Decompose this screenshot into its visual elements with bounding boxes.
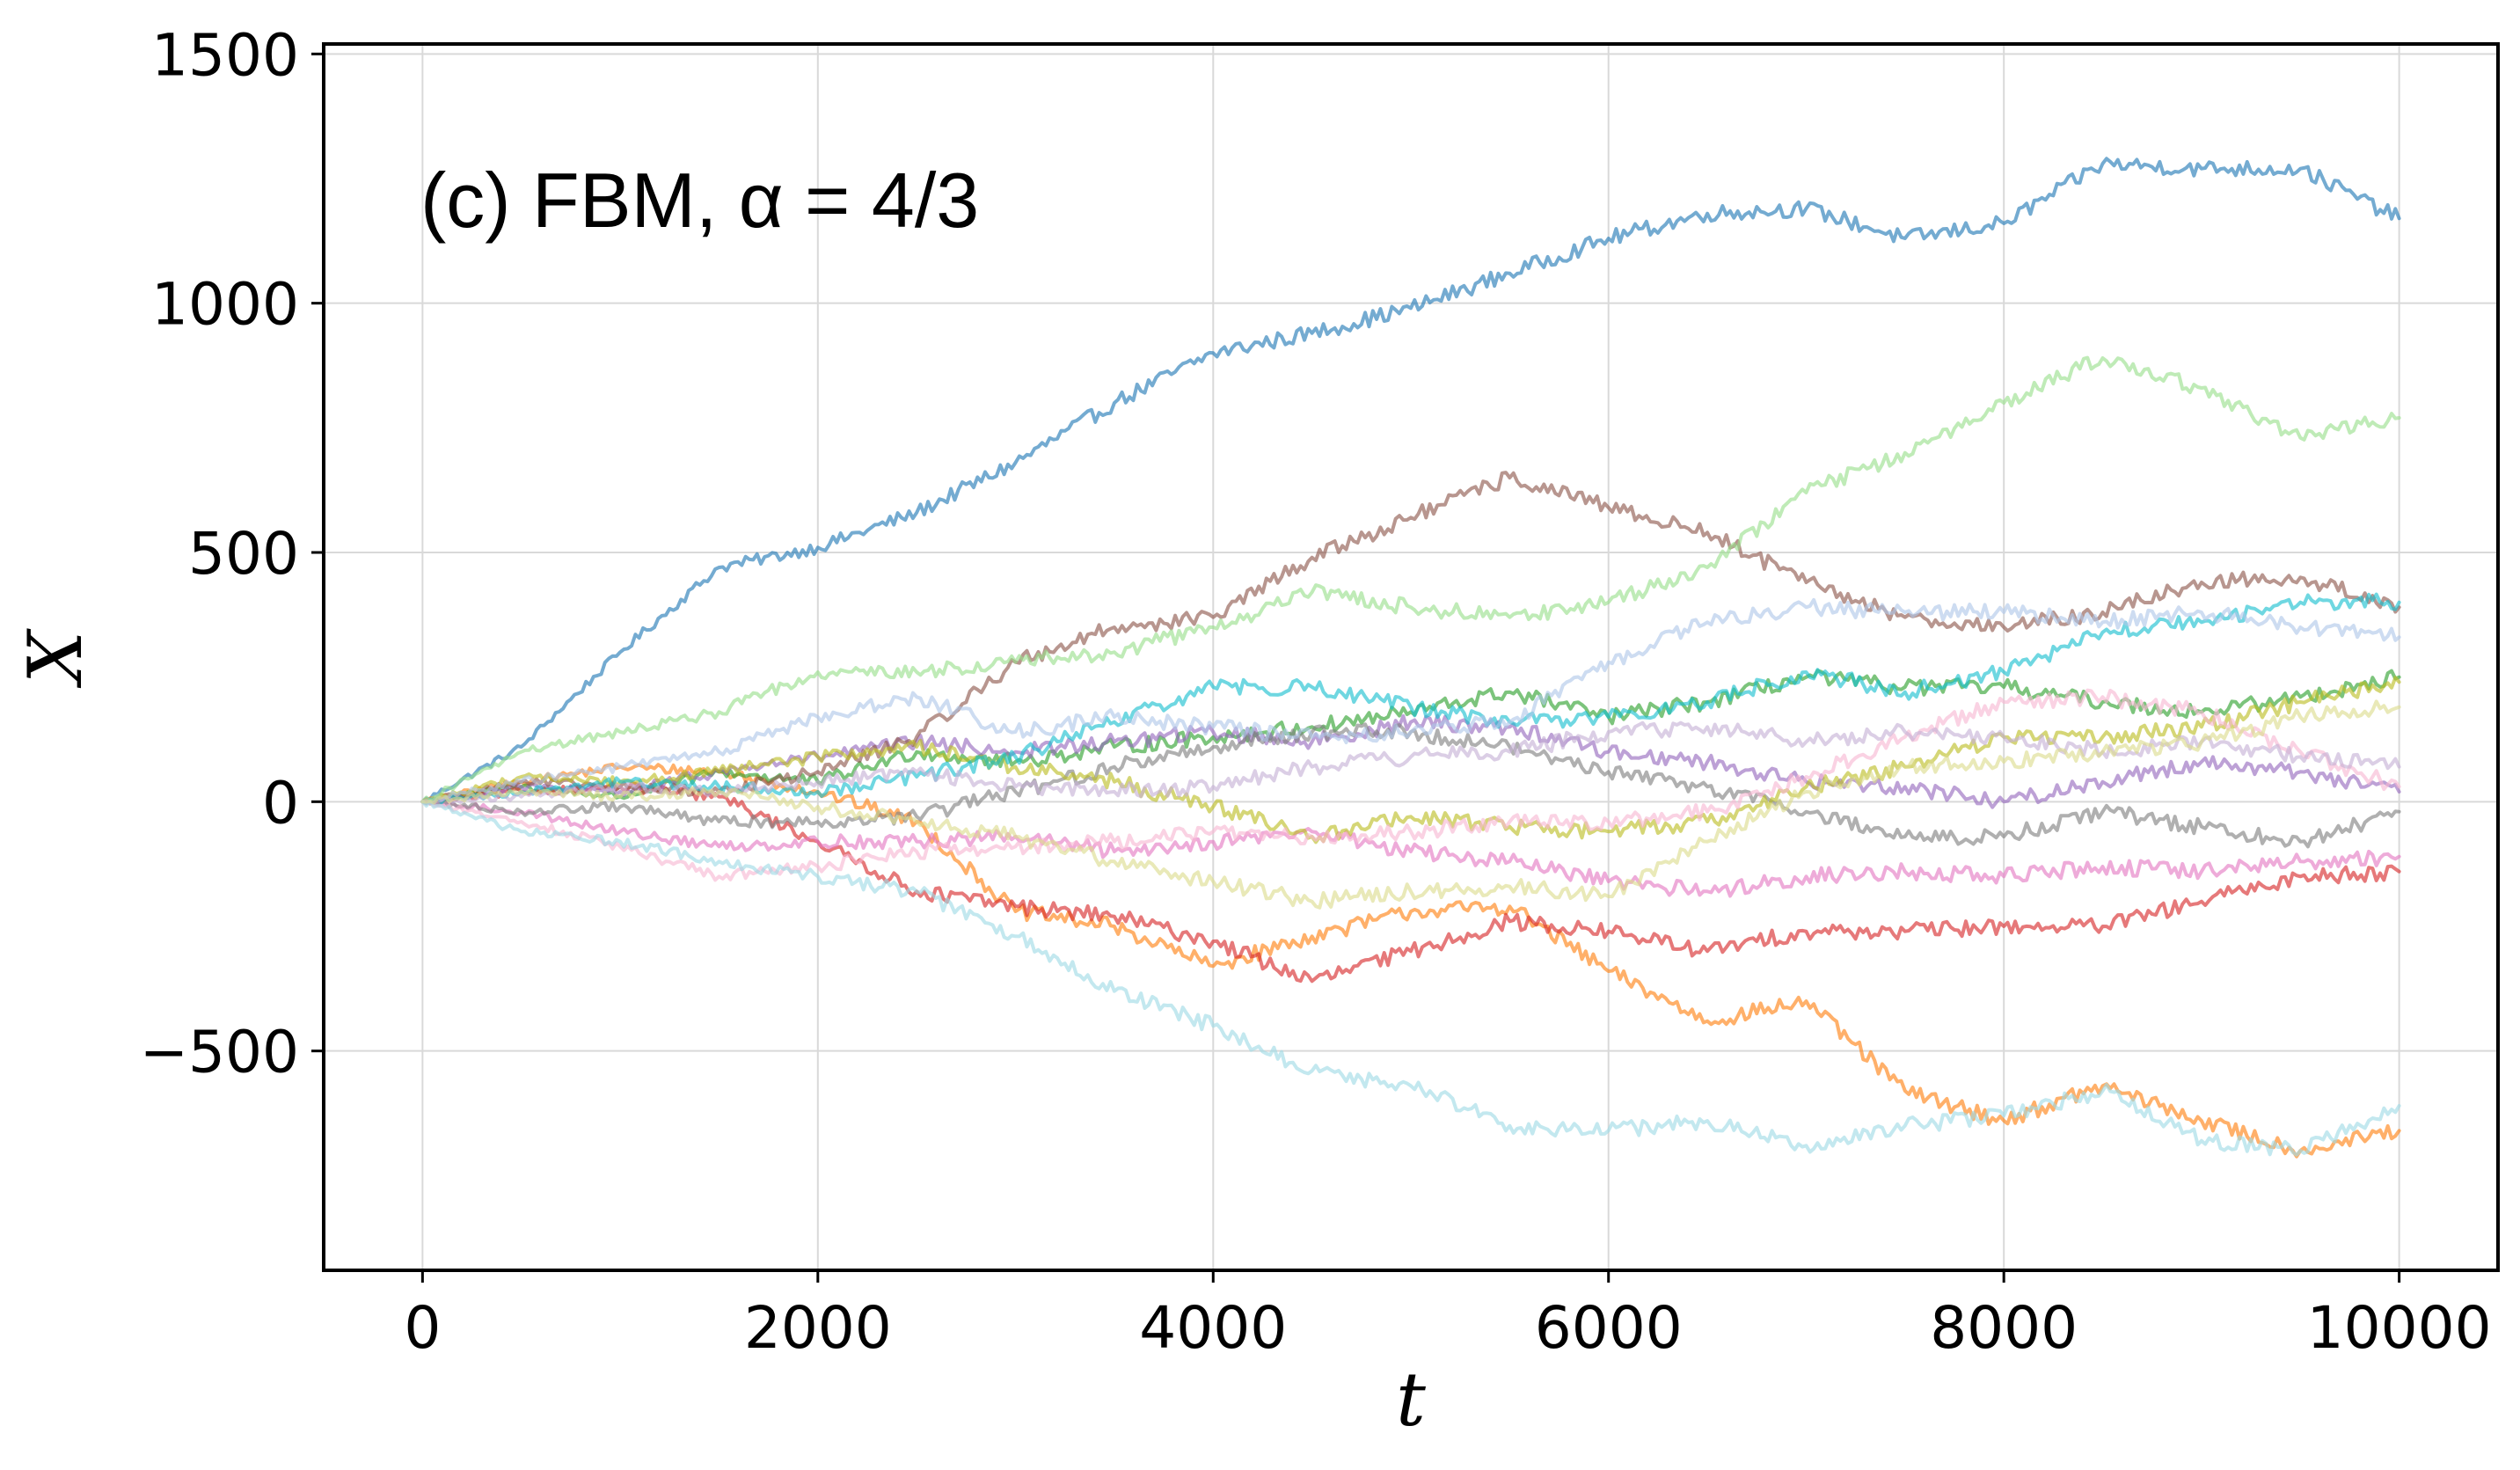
y-tick-label: 500 xyxy=(188,520,299,588)
x-tick-label: 8000 xyxy=(1930,1294,2078,1362)
series-line xyxy=(420,720,2401,805)
x-tick-label: 4000 xyxy=(1139,1294,1287,1362)
series-line xyxy=(420,688,2401,882)
y-axis-label: X xyxy=(12,628,99,689)
x-tick-label: 2000 xyxy=(744,1294,892,1362)
x-tick-label: 10000 xyxy=(2307,1294,2492,1362)
series-line xyxy=(420,800,2401,1157)
x-axis-label: t xyxy=(1396,1357,1426,1443)
chart-annotation: (c) FBM, α = 4/3 xyxy=(420,157,979,244)
series-line xyxy=(420,597,2401,804)
y-tick-label: 1000 xyxy=(151,271,299,339)
x-ticks: 0 2000 4000 6000 8000 10000 xyxy=(404,1270,2492,1362)
y-ticks: −500 0 500 1000 1500 xyxy=(140,21,324,1086)
series-line xyxy=(420,699,2401,910)
grid xyxy=(324,44,2498,1270)
series-line xyxy=(420,157,2401,804)
series-layer xyxy=(420,157,2401,1159)
y-tick-label: −500 xyxy=(140,1019,299,1086)
series-line xyxy=(420,676,2401,845)
y-tick-label: 0 xyxy=(262,769,299,837)
series-line xyxy=(420,797,2401,898)
y-tick-label: 1500 xyxy=(151,21,299,89)
plot-frame xyxy=(322,42,2500,1272)
x-tick-label: 0 xyxy=(404,1294,441,1362)
x-tick-label: 6000 xyxy=(1535,1294,1683,1362)
series-line xyxy=(420,355,2401,804)
